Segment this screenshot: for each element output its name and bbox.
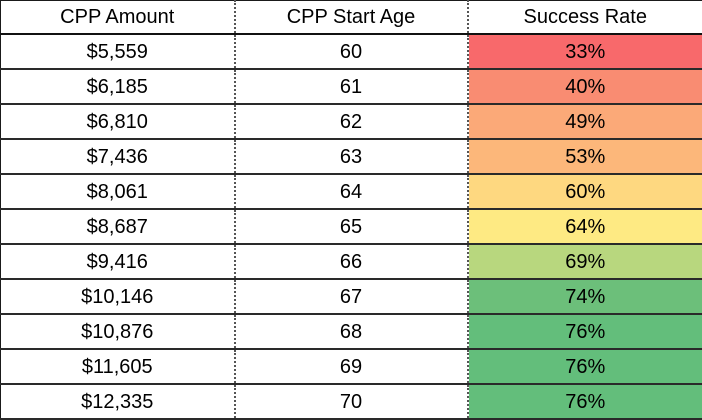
success-rate-cell: 69% <box>468 244 702 279</box>
cpp-start-age-cell: 67 <box>235 279 468 314</box>
cpp-start-age-cell: 63 <box>235 139 468 174</box>
header-success-rate: Success Rate <box>468 1 702 35</box>
cpp-amount-cell: $10,146 <box>1 279 235 314</box>
header-row: CPP Amount CPP Start Age Success Rate <box>1 1 702 35</box>
cpp-amount-cell: $9,416 <box>1 244 235 279</box>
success-rate-cell: 40% <box>468 69 702 104</box>
table-row: $10,876 68 76% <box>1 314 702 349</box>
table-row: $10,146 67 74% <box>1 279 702 314</box>
success-rate-cell: 33% <box>468 34 702 69</box>
cpp-start-age-cell: 69 <box>235 349 468 384</box>
header-cpp-start-age: CPP Start Age <box>235 1 468 35</box>
success-rate-cell: 60% <box>468 174 702 209</box>
table-row: $5,559 60 33% <box>1 34 702 69</box>
cpp-start-age-cell: 60 <box>235 34 468 69</box>
header-cpp-amount: CPP Amount <box>1 1 235 35</box>
cpp-amount-cell: $10,876 <box>1 314 235 349</box>
success-rate-cell: 49% <box>468 104 702 139</box>
success-rate-cell: 76% <box>468 314 702 349</box>
cpp-start-age-cell: 62 <box>235 104 468 139</box>
table-row: $8,687 65 64% <box>1 209 702 244</box>
table-row: $6,185 61 40% <box>1 69 702 104</box>
table-row: $6,810 62 49% <box>1 104 702 139</box>
cpp-start-age-cell: 68 <box>235 314 468 349</box>
cpp-amount-cell: $5,559 <box>1 34 235 69</box>
table-row: $9,416 66 69% <box>1 244 702 279</box>
cpp-amount-cell: $6,185 <box>1 69 235 104</box>
table-row: $7,436 63 53% <box>1 139 702 174</box>
cpp-amount-cell: $8,687 <box>1 209 235 244</box>
cpp-amount-cell: $11,605 <box>1 349 235 384</box>
cpp-start-age-cell: 64 <box>235 174 468 209</box>
cpp-amount-cell: $8,061 <box>1 174 235 209</box>
cpp-start-age-cell: 66 <box>235 244 468 279</box>
success-rate-cell: 74% <box>468 279 702 314</box>
success-rate-cell: 53% <box>468 139 702 174</box>
table-row: $11,605 69 76% <box>1 349 702 384</box>
cpp-amount-cell: $7,436 <box>1 139 235 174</box>
cpp-start-age-cell: 61 <box>235 69 468 104</box>
table-row: $8,061 64 60% <box>1 174 702 209</box>
success-rate-cell: 64% <box>468 209 702 244</box>
success-rate-cell: 76% <box>468 349 702 384</box>
cpp-amount-cell: $6,810 <box>1 104 235 139</box>
cpp-start-age-cell: 65 <box>235 209 468 244</box>
